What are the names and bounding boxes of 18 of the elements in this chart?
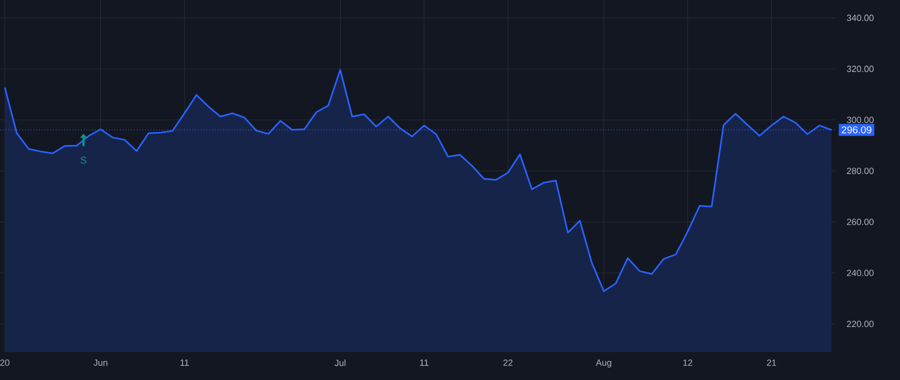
x-tick-label: 22 — [503, 360, 512, 366]
x-tick-label: 11 — [180, 360, 189, 366]
x-tick-label: 21 — [766, 360, 776, 366]
x-tick-label: 20 — [0, 360, 10, 366]
x-tick-label: Aug — [596, 360, 612, 368]
y-tick-label: 300.00 — [846, 116, 874, 124]
ref-line-label: 296.09 — [842, 126, 872, 134]
y-tick-label: 340.00 — [846, 14, 874, 22]
annotation: S — [80, 156, 86, 164]
x-tick-label: Jul — [334, 360, 346, 366]
x-tick-label: 11 — [420, 360, 428, 366]
y-tick-label: 260.00 — [846, 218, 874, 226]
y-tick-label: 240.00 — [846, 270, 874, 276]
y-tick-label: 280.00 — [846, 168, 874, 174]
x-tick-label: Jun — [94, 360, 108, 366]
x-tick-label: 12 — [683, 360, 692, 366]
y-tick-label: 220.00 — [846, 320, 874, 328]
y-tick-label: 320.00 — [846, 66, 874, 72]
